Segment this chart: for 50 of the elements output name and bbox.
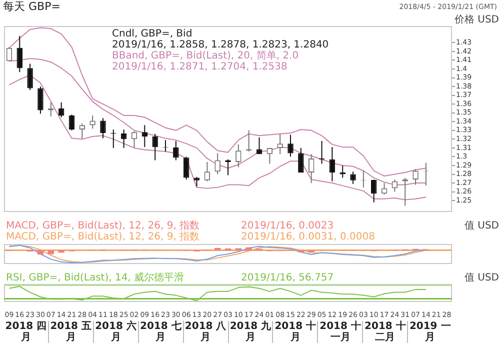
candlestick [6, 46, 12, 62]
annotation: Cndl, GBP=, Bid [112, 28, 192, 40]
candlestick [370, 179, 377, 203]
text: 2018 六月 [92, 321, 138, 343]
candlestick [350, 171, 356, 184]
candlestick [236, 144, 242, 168]
candlestick [142, 124, 148, 148]
candlestick [68, 114, 75, 131]
candlestick [183, 156, 190, 180]
text: 2018 九月 [228, 321, 272, 343]
text: 2018 八月 [182, 321, 228, 343]
candlestick [27, 63, 33, 91]
candlestick [392, 179, 398, 192]
candlestick [152, 133, 158, 161]
candlestick [277, 133, 283, 155]
text: MACD, GBP=, Bid(Last), 12, 26, 9, 指数 [6, 220, 200, 232]
candlestick [38, 86, 44, 114]
candlestick [100, 118, 106, 139]
text: 2019/1/16, 0.0031, 0.0008 [241, 232, 375, 243]
text: 2019/1/16, 0.0023 [241, 220, 334, 232]
annotation: 2019/1/16, 1.2858, 1.2878, 1.2823, 1.2840 [112, 40, 329, 51]
text: 2019/1/16, 56.757 [241, 272, 334, 284]
candlestick [288, 134, 294, 158]
candlestick [131, 130, 138, 148]
y-axis-title: 价格 USD [453, 14, 500, 26]
candlestick [173, 140, 179, 161]
text: 2018 十二月 [362, 321, 408, 343]
y-axis-title: 值 USD [464, 220, 500, 232]
annotation: 2019/1/16, 1.2871, 1.2704, 1.2538 [112, 62, 288, 73]
candlestick [266, 147, 273, 164]
annotation: BBand, GBP=, Bid(Last), 20, 简单, 2.0 [112, 50, 299, 62]
text: 2018 十一月 [317, 321, 362, 343]
candlestick [79, 122, 86, 140]
text: 2018 四月 [4, 321, 48, 343]
candlestick [58, 102, 64, 118]
chart-title: 每天 GBP= [3, 0, 60, 13]
candlestick [308, 154, 314, 184]
text: 2019 一月 [407, 321, 452, 343]
candlestick [298, 147, 304, 174]
text: RSI, GBP=, Bid(Last), 14, 威尔德平滑 [6, 272, 184, 284]
y-axis-title: 值 USD [464, 272, 500, 284]
text: 2018 七月 [138, 321, 183, 343]
candlestick [204, 161, 210, 182]
text: MACD, GBP=, Bid(Last), 12, 26, 9, 指数 [6, 230, 200, 243]
candlestick [16, 35, 22, 73]
candlestick [329, 146, 336, 182]
candlestick [110, 129, 116, 148]
text: 2018 十月 [272, 321, 318, 343]
text: 2018 五月 [48, 321, 93, 343]
candlestick [214, 152, 220, 175]
